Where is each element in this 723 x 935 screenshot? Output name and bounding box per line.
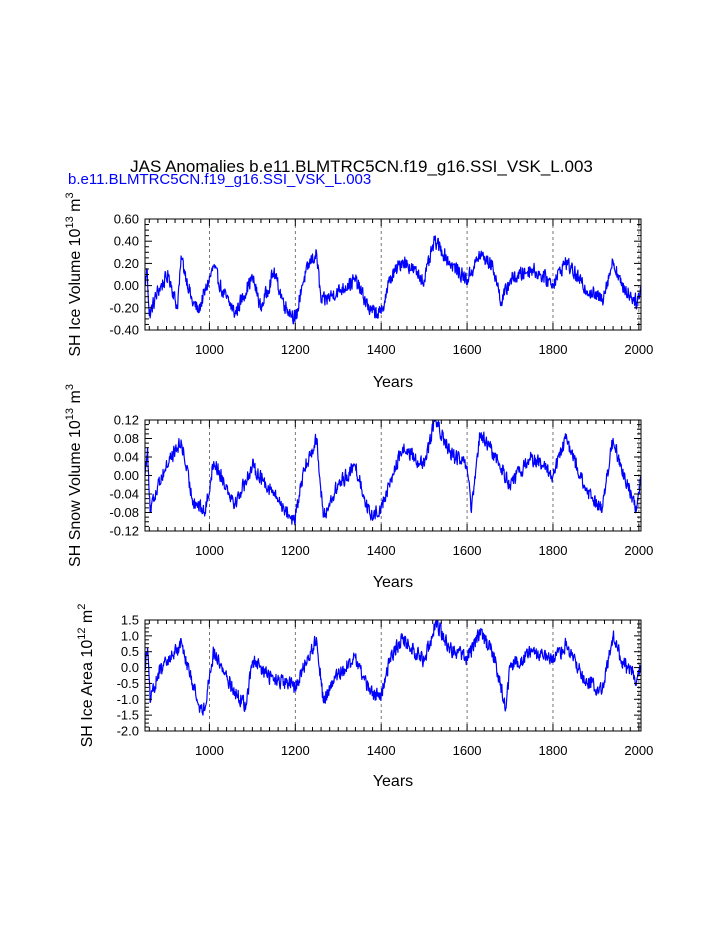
y-tick-label: 1.5 xyxy=(121,613,139,628)
x-tick-label: 1200 xyxy=(281,543,310,558)
y-tick-label: 0.0 xyxy=(121,660,139,675)
data-series-line xyxy=(144,235,642,325)
x-tick-label: 1400 xyxy=(367,342,396,357)
y-tick-label: 0.04 xyxy=(114,450,139,465)
x-axis-label: Years xyxy=(373,574,413,591)
y-axis-label: SH Ice Volume 1013 m3 xyxy=(64,192,84,356)
y-axis-label-exponent: 3 xyxy=(64,384,76,390)
x-tick-label: 1800 xyxy=(539,743,568,758)
y-tick-label: 0.08 xyxy=(114,431,139,446)
y-tick-label: -0.12 xyxy=(109,524,139,539)
data-series-line xyxy=(144,419,642,526)
y-axis-label-exponent: 12 xyxy=(76,628,88,640)
y-tick-label: -0.40 xyxy=(109,323,139,338)
chart-panel-3: 1000 1200 1400 1600 1800 2000 -2.0-1.5-1.0-0.5… xyxy=(76,604,653,790)
y-axis-label-part: SH Ice Area 10 xyxy=(79,640,96,748)
chart-panel-1: 1000 1200 1400 1600 1800 2000 -0.40 -0.20 0.00 0.… xyxy=(64,192,653,391)
y-tick-label: 0.12 xyxy=(114,413,139,428)
y-axis-label-part: SH Snow Volume 10 xyxy=(67,420,84,567)
data-series-line xyxy=(144,619,642,716)
y-axis-label-exponent: 13 xyxy=(64,408,76,420)
x-tick-label: 1200 xyxy=(281,342,310,357)
y-axis-label-exponent: 2 xyxy=(76,604,88,610)
run-name-label: b.e11.BLMTRC5CN.f19_g16.SSI_VSK_L.003 xyxy=(68,171,372,188)
y-tick-label: -0.20 xyxy=(109,300,139,315)
x-axis-label: Years xyxy=(373,773,413,790)
x-tick-label: 2000 xyxy=(624,342,653,357)
plot-frame xyxy=(144,619,642,732)
y-tick-label: -0.08 xyxy=(109,505,139,520)
y-tick-label: 0.20 xyxy=(114,256,139,271)
x-tick-label: 1400 xyxy=(367,543,396,558)
x-tick-label: 1000 xyxy=(195,543,224,558)
figure-title: JAS Anomalies b.e11.BLMTRC5CN.f19_g16.SS… xyxy=(130,157,593,176)
x-tick-label: 2000 xyxy=(624,743,653,758)
y-tick-label: 0.60 xyxy=(114,212,139,227)
y-tick-label: 0.00 xyxy=(114,468,139,483)
x-tick-label: 1000 xyxy=(195,342,224,357)
y-axis-label: SH Snow Volume 1013 m3 xyxy=(64,384,84,567)
x-tick-label: 1600 xyxy=(453,543,482,558)
x-tick-label: 1000 xyxy=(195,743,224,758)
x-tick-label: 1400 xyxy=(367,743,396,758)
x-tick-label: 1600 xyxy=(453,342,482,357)
y-tick-label: -1.5 xyxy=(117,708,139,723)
y-tick-label: 1.0 xyxy=(121,628,139,643)
y-tick-label: 0.5 xyxy=(121,644,139,659)
x-tick-label: 1800 xyxy=(539,342,568,357)
y-tick-label: -0.5 xyxy=(117,676,139,691)
y-axis-label-part: m xyxy=(67,199,84,217)
x-tick-label: 2000 xyxy=(624,543,653,558)
y-axis-label-exponent: 3 xyxy=(64,192,76,198)
y-axis-label-part: m xyxy=(79,610,96,628)
chart-panel-2: 1000 1200 1400 1600 1800 2000 -0.12 -0.08 -0.04 0… xyxy=(64,384,653,591)
x-tick-label: 1800 xyxy=(539,543,568,558)
x-tick-label: 1600 xyxy=(453,743,482,758)
y-tick-label: 0.00 xyxy=(114,278,139,293)
x-tick-label: 1200 xyxy=(281,743,310,758)
y-axis-label-part: SH Ice Volume 10 xyxy=(67,228,84,356)
y-tick-label: -0.04 xyxy=(109,487,139,502)
y-axis-label: SH Ice Area 1012 m2 xyxy=(76,604,96,748)
y-axis-label-exponent: 13 xyxy=(64,216,76,228)
y-tick-label: -2.0 xyxy=(117,724,139,739)
y-tick-label: 0.40 xyxy=(114,234,139,249)
y-tick-label: -1.0 xyxy=(117,692,139,707)
y-axis-label-part: m xyxy=(67,390,84,408)
x-axis-label: Years xyxy=(373,374,413,391)
